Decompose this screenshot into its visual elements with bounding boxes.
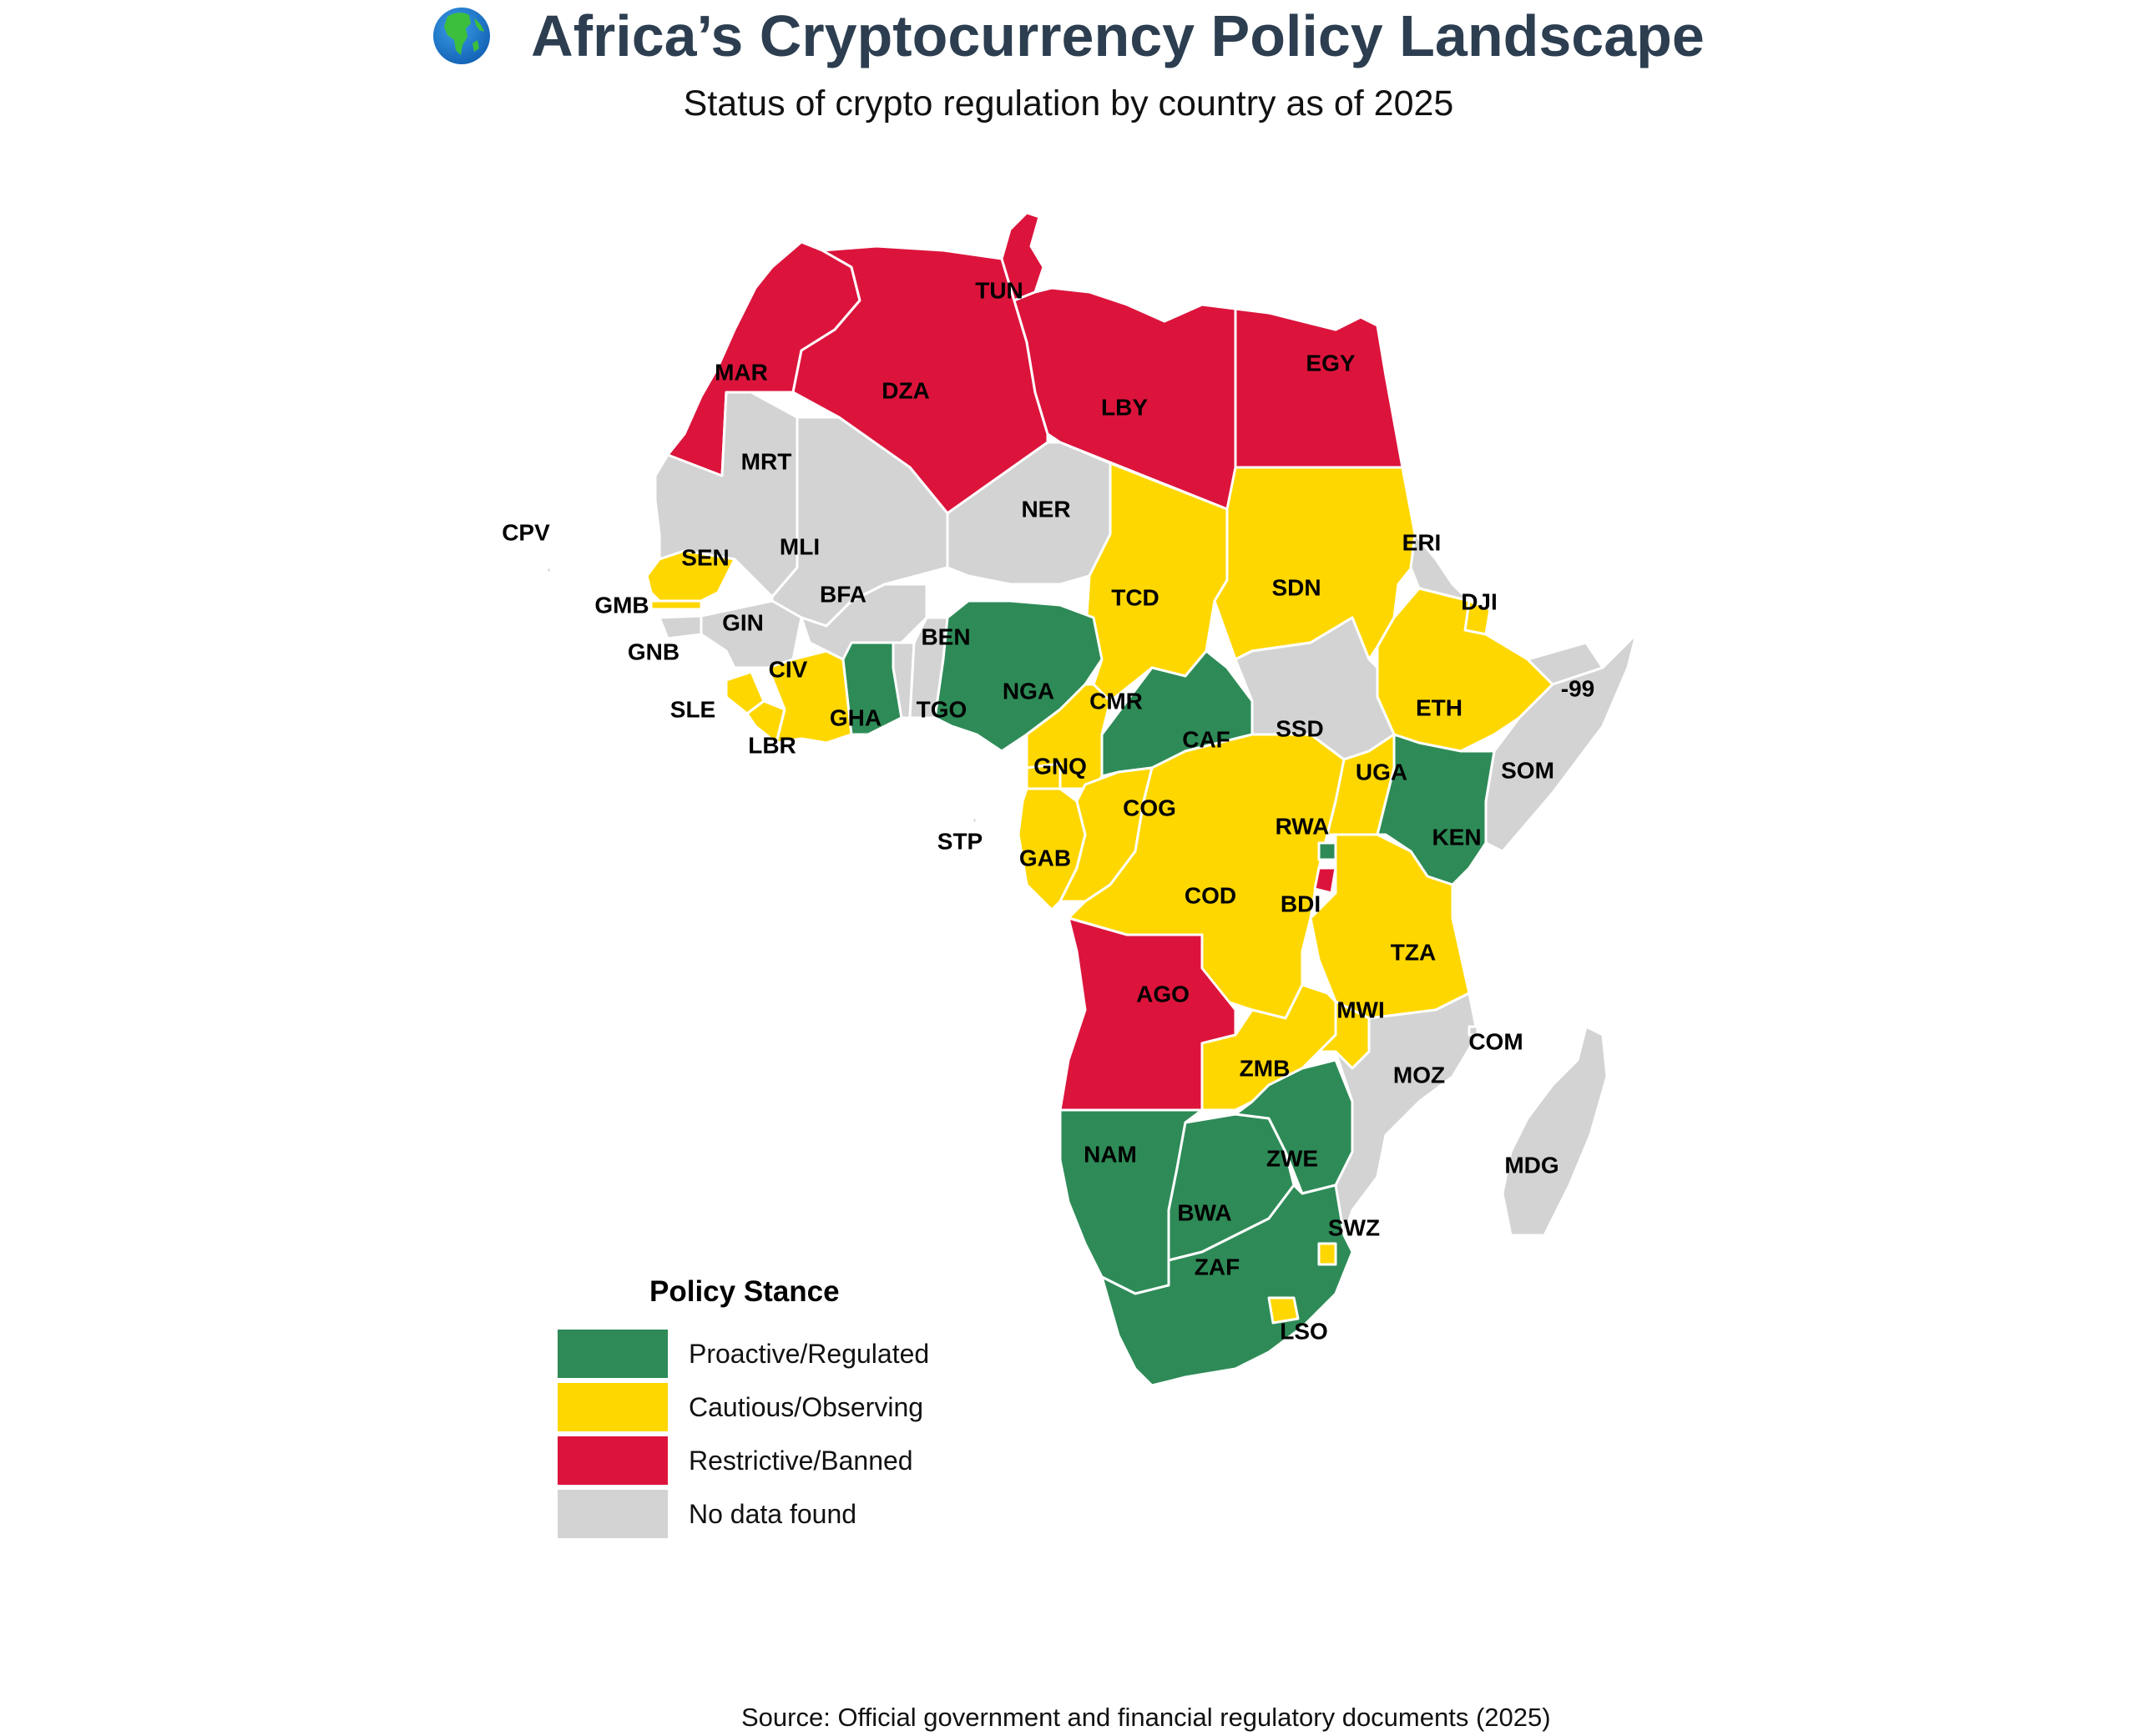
country-label-sen: SEN [681,544,730,570]
legend-swatch [558,1383,668,1431]
country-label-ben: BEN [921,623,970,649]
country-label-cmr: CMR [1089,688,1143,714]
country-label-com: COM [1468,1028,1523,1054]
country-rwa [1317,841,1337,861]
country-label-zaf: ZAF [1195,1254,1240,1279]
legend-swatch [558,1436,668,1485]
legend-swatch [558,1330,668,1378]
country-gnb [658,614,703,640]
country-swz [1317,1242,1337,1266]
country-label-rwa: RWA [1276,813,1330,839]
legend: Policy Stance Proactive/Regulated Cautio… [558,1275,929,1541]
country-zwe [1234,1058,1354,1195]
page-subtitle: Status of crypto regulation by country a… [683,83,1454,124]
legend-item-nodata: No data found [558,1487,929,1541]
country-mdg [1501,1025,1609,1237]
country-label-stp: STP [937,828,983,854]
country-som [1484,633,1638,853]
country-label-tcd: TCD [1111,584,1159,610]
country-bfa [800,583,928,661]
legend-title: Policy Stance [649,1275,840,1308]
legend-item-restrictive: Restrictive/Banned [558,1434,929,1487]
legend-item-proactive: Proactive/Regulated [558,1327,929,1380]
country-gmb [649,599,703,611]
country-label-ssd: SSD [1276,715,1324,741]
country-label-eth: ETH [1416,694,1463,720]
country-sdn [1213,466,1417,661]
country-label-ner: NER [1021,496,1070,522]
country-label-cpv: CPV [502,519,550,545]
globe-africa-icon [433,8,491,64]
country-label-mli: MLI [780,533,820,559]
country-label-bfa: BFA [820,581,866,607]
country-label-eri: ERI [1402,529,1442,555]
country-label-tgo: TGO [917,696,967,722]
country-label-nam: NAM [1084,1141,1137,1167]
country-moz [1334,992,1479,1237]
country-label-mdg: MDG [1504,1152,1559,1178]
country-zaf [1100,1183,1354,1387]
country-label-moz: MOZ [1393,1062,1445,1088]
country-label-uga: UGA [1356,759,1407,785]
country-label-tun: TUN [975,277,1023,303]
country-label-gab: GAB [1019,845,1071,871]
legend-label: Cautious/Observing [689,1391,924,1422]
country-label-mar: MAR [715,359,768,385]
country-label-mrt: MRT [741,448,792,474]
legend-label: No data found [689,1498,857,1529]
country-label-egy: EGY [1306,350,1355,376]
legend-label: Restrictive/Banned [689,1445,913,1476]
source-note: Source: Official government and financia… [741,1703,1551,1732]
country-label-nga: NGA [1003,678,1054,704]
country-label-lby: LBY [1101,394,1148,420]
country-label-bwa: BWA [1177,1199,1231,1225]
page-title: Africa’s Cryptocurrency Policy Landscape [531,3,1705,68]
country-tgo [892,641,916,719]
country-label-tza: TZA [1391,939,1436,965]
country-label-ago: AGO [1136,981,1190,1007]
country-egy [1234,307,1404,469]
country-label-caf: CAF [1182,726,1230,752]
country-cpv [545,566,553,574]
country-label-lbr: LBR [748,732,796,758]
country-label-cod: COD [1185,882,1236,908]
country-label--99: -99 [1561,675,1594,701]
country-label-sle: SLE [670,696,715,722]
country-bdi [1313,866,1337,895]
title-row: Africa’s Cryptocurrency Policy Landscape [0,7,2137,65]
country-label-swz: SWZ [1328,1214,1380,1240]
country-label-zwe: ZWE [1266,1145,1318,1171]
country-label-zmb: ZMB [1240,1055,1291,1081]
legend-label: Proactive/Regulated [689,1338,930,1369]
country-label-cog: COG [1123,795,1176,820]
country-stp [971,816,978,825]
country-label-gmb: GMB [594,592,649,618]
country-label-gin: GIN [722,609,764,635]
country-lso [1267,1296,1300,1325]
country-label-bdi: BDI [1281,891,1321,916]
legend-swatch [558,1490,668,1538]
country-label-gnq: GNQ [1033,753,1087,779]
country-label-ken: KEN [1432,824,1481,850]
country-label-civ: CIV [769,656,808,682]
country-label-lso: LSO [1280,1318,1328,1344]
country-label-gnb: GNB [628,638,679,664]
country-com [1468,1025,1479,1037]
legend-item-cautious: Cautious/Observing [558,1380,929,1434]
country-label-som: SOM [1501,757,1554,783]
country-label-sdn: SDN [1271,574,1321,600]
country-label-dza: DZA [882,377,930,403]
country-label-gha: GHA [830,704,882,730]
country-label-dji: DJI [1461,588,1498,614]
country-label-mwi: MWI [1336,997,1385,1022]
